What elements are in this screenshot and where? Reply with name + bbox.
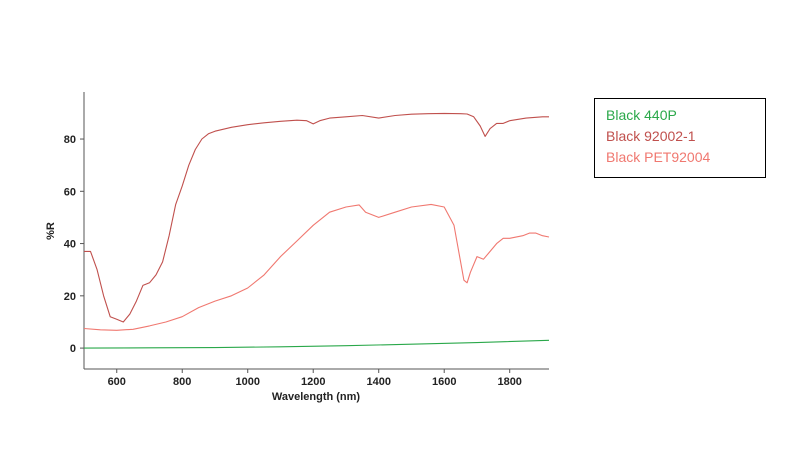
x-tick-label: 1200: [301, 376, 325, 388]
series-line-1: [83, 339, 550, 349]
y-tick-label: 80: [64, 134, 76, 146]
series-layer: [83, 112, 550, 349]
y-tick-label: 20: [64, 291, 76, 303]
series-line-3: [83, 203, 550, 331]
y-tick-label: 60: [64, 186, 76, 198]
legend-item-black-pet92004: Black PET92004: [606, 149, 711, 165]
axes: [80, 92, 549, 373]
y-tick-label: 40: [64, 239, 76, 251]
series-line-2: [84, 112, 549, 323]
legend: Black 440P Black 92002-1 Black PET92004: [594, 98, 766, 178]
legend-item-black-92002-1: Black 92002-1: [606, 128, 696, 144]
x-tick-label: 1800: [497, 376, 521, 388]
x-tick-label: 600: [108, 376, 126, 388]
x-tick-label: 1400: [366, 376, 390, 388]
x-axis-title: Wavelength (nm): [272, 391, 361, 403]
x-tick-label: 1000: [235, 376, 259, 388]
y-tick-label: 0: [70, 343, 76, 355]
x-tick-label: 800: [173, 376, 191, 388]
x-tick-label: 1600: [432, 376, 456, 388]
y-axis-title: %R: [45, 222, 57, 240]
tick-labels: 0 20 40 60 80 600 800 1000 1200 1400 1600 1800: [64, 134, 522, 388]
legend-item-black-440p: Black 440P: [606, 107, 677, 123]
